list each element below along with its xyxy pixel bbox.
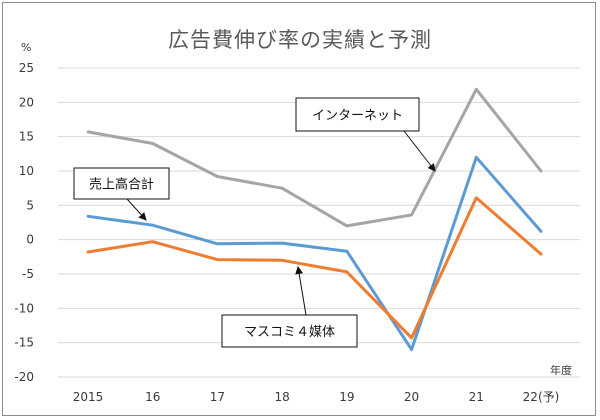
data-point: [87, 131, 89, 133]
x-tick-label: 16: [145, 390, 160, 404]
data-point: [540, 170, 542, 172]
data-point: [346, 271, 348, 273]
data-point: [475, 156, 477, 158]
data-point: [346, 225, 348, 227]
y-tick-label: -5: [22, 267, 34, 281]
data-point: [216, 175, 218, 177]
callout: マスコミ４媒体: [221, 266, 358, 348]
data-point: [411, 349, 413, 351]
series-line-2: [86, 196, 543, 340]
data-point: [216, 243, 218, 245]
y-tick-label: -15: [14, 336, 34, 350]
callout-box: [295, 97, 420, 132]
callout-arrow: [295, 266, 307, 316]
callout-arrow: [403, 130, 436, 172]
y-tick-label: 15: [19, 130, 34, 144]
y-tick-label: 25: [19, 61, 34, 75]
data-point: [475, 197, 477, 199]
x-tick-label: 21: [469, 390, 484, 404]
y-tick-label: 20: [19, 95, 34, 109]
y-axis-ticks: -20 -15 -10 -5 0 5 10 15 20 25: [14, 61, 34, 384]
y-tick-label: -20: [14, 370, 34, 384]
x-tick-label: 2015: [73, 390, 104, 404]
y-tick-label: -10: [14, 301, 34, 315]
data-point: [87, 251, 89, 253]
data-point: [152, 241, 154, 243]
series-line-0: [86, 87, 543, 228]
data-point: [152, 143, 154, 145]
data-point: [216, 259, 218, 261]
series-lines: [86, 87, 543, 351]
x-tick-label: 18: [275, 390, 290, 404]
data-point: [475, 88, 477, 90]
callout-box: [221, 314, 358, 348]
data-point: [346, 250, 348, 252]
callout: インターネット: [295, 97, 436, 172]
callout-arrow: [126, 198, 147, 221]
data-point: [152, 224, 154, 226]
series-label: インターネット: [312, 109, 403, 124]
x-tick-label: 19: [339, 390, 354, 404]
data-point: [540, 230, 542, 232]
data-point: [281, 259, 283, 261]
chart-title: 広告費伸び率の実績と予測: [168, 28, 432, 52]
x-tick-label: 17: [210, 390, 225, 404]
x-tick-label: 22(予): [523, 390, 560, 404]
series-label: マスコミ４媒体: [244, 325, 335, 340]
x-tick-label: 20: [404, 390, 419, 404]
data-point: [281, 187, 283, 189]
data-point: [540, 253, 542, 255]
x-axis-ticks: 2015 16 17 18 19 20 21 22(予): [73, 390, 560, 404]
y-axis-unit: %: [21, 41, 31, 54]
y-tick-label: 10: [19, 164, 34, 178]
data-point: [87, 215, 89, 217]
data-point: [411, 337, 413, 339]
y-tick-label: 0: [26, 233, 34, 247]
x-axis-label: 年度: [550, 363, 572, 377]
data-point: [411, 214, 413, 216]
series-line-1: [86, 155, 543, 351]
y-tick-label: 5: [26, 198, 34, 212]
callout-box: [73, 167, 170, 200]
data-point: [281, 242, 283, 244]
series-label: 売上高合計: [89, 177, 154, 193]
callout: 売上高合計: [73, 167, 170, 221]
